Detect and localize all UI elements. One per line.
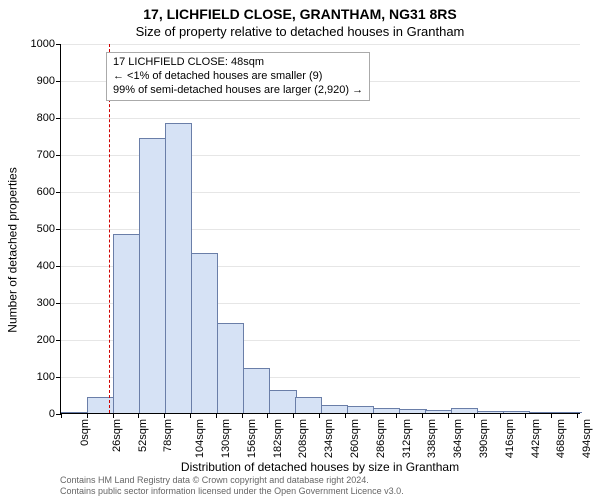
annotation-box: 17 LICHFIELD CLOSE: 48sqm ← <1% of detac… — [106, 52, 370, 101]
x-tick — [422, 413, 423, 418]
histogram-bar — [217, 323, 244, 413]
y-tick-label: 300 — [37, 297, 61, 309]
x-tick — [138, 413, 139, 418]
x-tick — [216, 413, 217, 418]
x-tick-label: 234sqm — [323, 419, 335, 458]
x-tick — [267, 413, 268, 418]
plot-area: 010020030040050060070080090010000sqm26sq… — [60, 44, 580, 414]
x-tick-label: 78sqm — [162, 419, 174, 452]
x-tick — [190, 413, 191, 418]
histogram-bar — [295, 397, 322, 413]
footnote-line-2: Contains public sector information licen… — [60, 486, 592, 496]
histogram-bar — [321, 405, 348, 413]
annotation-line-1: 17 LICHFIELD CLOSE: 48sqm — [113, 56, 363, 70]
histogram-bar — [113, 234, 140, 413]
y-tick-label: 400 — [37, 260, 61, 272]
x-tick-label: 156sqm — [246, 419, 258, 458]
x-tick-label: 364sqm — [452, 419, 464, 458]
footnote-line-1: Contains HM Land Registry data © Crown c… — [60, 475, 592, 485]
histogram-bar — [529, 412, 556, 413]
histogram-bar — [555, 412, 582, 413]
x-tick — [319, 413, 320, 418]
x-tick — [113, 413, 114, 418]
x-tick-label: 182sqm — [272, 419, 284, 458]
x-tick — [448, 413, 449, 418]
x-tick-label: 104sqm — [194, 419, 206, 458]
x-tick-label: 286sqm — [375, 419, 387, 458]
gridline — [61, 118, 580, 119]
chart-subtitle: Size of property relative to detached ho… — [0, 24, 600, 39]
histogram-bar — [165, 123, 192, 413]
x-tick — [371, 413, 372, 418]
x-tick — [396, 413, 397, 418]
chart-page: 17, LICHFIELD CLOSE, GRANTHAM, NG31 8RS … — [0, 0, 600, 500]
histogram-bar — [477, 411, 504, 413]
gridline — [61, 44, 580, 45]
x-tick-label: 338sqm — [427, 419, 439, 458]
y-tick-label: 800 — [37, 112, 61, 124]
x-tick-label: 416sqm — [504, 419, 516, 458]
y-axis-label: Number of detached properties — [6, 0, 20, 500]
histogram-bar — [61, 412, 88, 413]
x-tick — [61, 413, 62, 418]
y-tick-label: 700 — [37, 149, 61, 161]
annotation-line-3: 99% of semi-detached houses are larger (… — [113, 84, 363, 98]
annotation-line-2: ← <1% of detached houses are smaller (9) — [113, 70, 363, 84]
y-tick-label: 1000 — [31, 38, 61, 50]
y-tick-label: 200 — [37, 334, 61, 346]
histogram-bar — [87, 397, 114, 413]
footnote: Contains HM Land Registry data © Crown c… — [60, 475, 592, 496]
x-tick-label: 312sqm — [401, 419, 413, 458]
x-tick-label: 390sqm — [478, 419, 490, 458]
y-tick-label: 900 — [37, 75, 61, 87]
histogram-bar — [191, 253, 218, 413]
histogram-bar — [139, 138, 166, 413]
y-axis-label-text: Number of detached properties — [6, 167, 20, 332]
histogram-bar — [425, 410, 452, 413]
histogram-bar — [269, 390, 296, 413]
x-tick-label: 208sqm — [298, 419, 310, 458]
x-tick — [551, 413, 552, 418]
x-tick — [87, 413, 88, 418]
x-tick — [242, 413, 243, 418]
x-tick — [525, 413, 526, 418]
x-tick-label: 494sqm — [581, 419, 593, 458]
x-tick-label: 52sqm — [137, 419, 149, 452]
x-tick — [164, 413, 165, 418]
histogram-bar — [399, 409, 426, 413]
x-tick-label: 0sqm — [79, 419, 91, 446]
x-tick-label: 260sqm — [349, 419, 361, 458]
y-tick-label: 100 — [37, 371, 61, 383]
x-tick — [474, 413, 475, 418]
y-tick-label: 600 — [37, 186, 61, 198]
x-tick — [577, 413, 578, 418]
histogram-bar — [503, 411, 530, 413]
chart-title: 17, LICHFIELD CLOSE, GRANTHAM, NG31 8RS — [0, 6, 600, 22]
x-tick — [500, 413, 501, 418]
x-axis-label: Distribution of detached houses by size … — [60, 460, 580, 474]
x-tick — [293, 413, 294, 418]
histogram-bar — [373, 408, 400, 413]
x-tick-label: 26sqm — [111, 419, 123, 452]
y-tick-label: 0 — [49, 408, 61, 420]
x-tick-label: 468sqm — [556, 419, 568, 458]
y-tick-label: 500 — [37, 223, 61, 235]
histogram-bar — [451, 408, 478, 413]
x-tick-label: 442sqm — [530, 419, 542, 458]
histogram-bar — [243, 368, 270, 413]
x-tick — [345, 413, 346, 418]
histogram-bar — [347, 406, 374, 413]
x-tick-label: 130sqm — [220, 419, 232, 458]
